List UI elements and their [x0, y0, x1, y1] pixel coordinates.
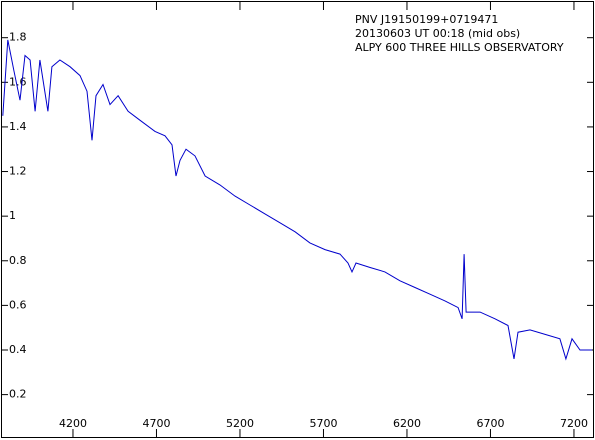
x-tick-label: 4200 — [59, 417, 87, 430]
title-line: ALPY 600 THREE HILLS OBSERVATORY — [355, 41, 564, 54]
x-tick-label: 5700 — [309, 417, 337, 430]
title-line: PNV J19150199+0719471 — [355, 13, 498, 26]
x-tick-label: 6700 — [476, 417, 504, 430]
y-tick-label: 1.2 — [9, 165, 27, 178]
y-tick-label: 0.4 — [9, 343, 27, 356]
y-tick-label: 1 — [9, 209, 16, 222]
y-tick-label: 0.8 — [9, 254, 27, 267]
x-tick-label: 4700 — [142, 417, 170, 430]
y-tick-label: 0.2 — [9, 388, 27, 401]
y-tick-label: 0.6 — [9, 298, 27, 311]
x-tick-label: 6200 — [393, 417, 421, 430]
title-line: 20130603 UT 00:18 (mid obs) — [355, 27, 520, 40]
spectrum-line — [2, 39, 592, 361]
x-tick-label: 7200 — [560, 417, 588, 430]
y-tick-label: 1.4 — [9, 120, 27, 133]
y-tick-label: 1.8 — [9, 31, 27, 44]
y-tick-label: 1.6 — [9, 75, 27, 88]
x-tick-label: 5200 — [226, 417, 254, 430]
